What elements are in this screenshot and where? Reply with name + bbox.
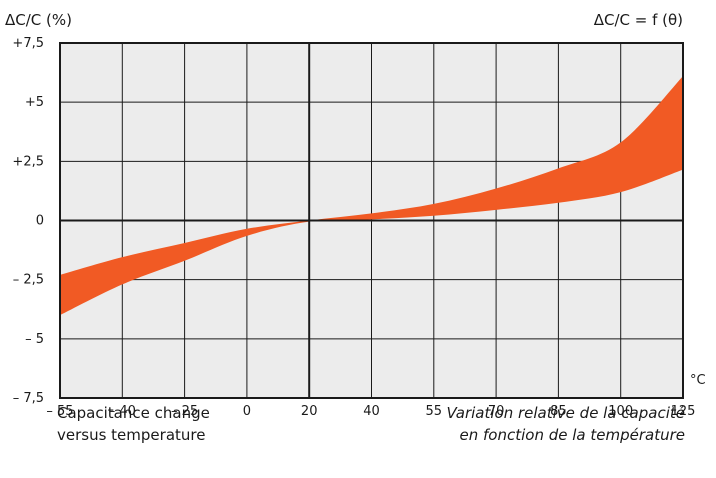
caption-french: Variation relative de la capacité en fon… xyxy=(446,402,685,446)
y-tick-label: +5 xyxy=(25,95,44,110)
x-tick-label: 0 xyxy=(243,404,251,419)
plot-frame xyxy=(59,42,684,399)
x-tick-label: 20 xyxy=(301,404,318,419)
x-tick-label: 125 xyxy=(671,404,696,419)
y-tick-label: – 5 xyxy=(25,332,44,347)
x-unit-label: °C xyxy=(690,373,706,388)
x-tick-label: – 25 xyxy=(171,404,198,419)
caption-french-line-2: en fonction de la température xyxy=(459,426,685,444)
y-tick-labels: +7,5 +5 +2,5 0 – 2,5 – 5 – 7,5 xyxy=(12,36,44,406)
y-tick-label: – 2,5 xyxy=(13,273,44,288)
caption-french-line-1: Variation relative de la capacité xyxy=(446,404,685,422)
x-tick-label: 100 xyxy=(608,404,633,419)
x-tick-label: – 55 xyxy=(46,404,73,419)
x-tick-label: 85 xyxy=(550,404,567,419)
caption-english-line-1: Capacitance change xyxy=(57,404,210,422)
caption-english: Capacitance change versus temperature xyxy=(57,402,210,446)
title-left: ΔC/C (%) xyxy=(5,11,72,29)
caption-english-line-2: versus temperature xyxy=(57,426,206,444)
y-tick-label: +2,5 xyxy=(12,154,44,169)
y-tick-label: 0 xyxy=(36,214,44,229)
x-tick-label: 40 xyxy=(363,404,380,419)
y-tick-label: – 7,5 xyxy=(13,391,44,406)
x-tick-labels: – 55 – 40 – 25 0 20 40 55 70 85 100 125 xyxy=(46,404,695,419)
y-tick-label: +7,5 xyxy=(12,36,44,51)
capacitance-band xyxy=(60,76,683,316)
x-tick-label: 55 xyxy=(426,404,443,419)
title-right: ΔC/C = f (θ) xyxy=(594,11,683,29)
x-tick-label: 70 xyxy=(488,404,505,419)
zero-axes xyxy=(60,43,683,398)
x-tick-label: – 40 xyxy=(109,404,136,419)
